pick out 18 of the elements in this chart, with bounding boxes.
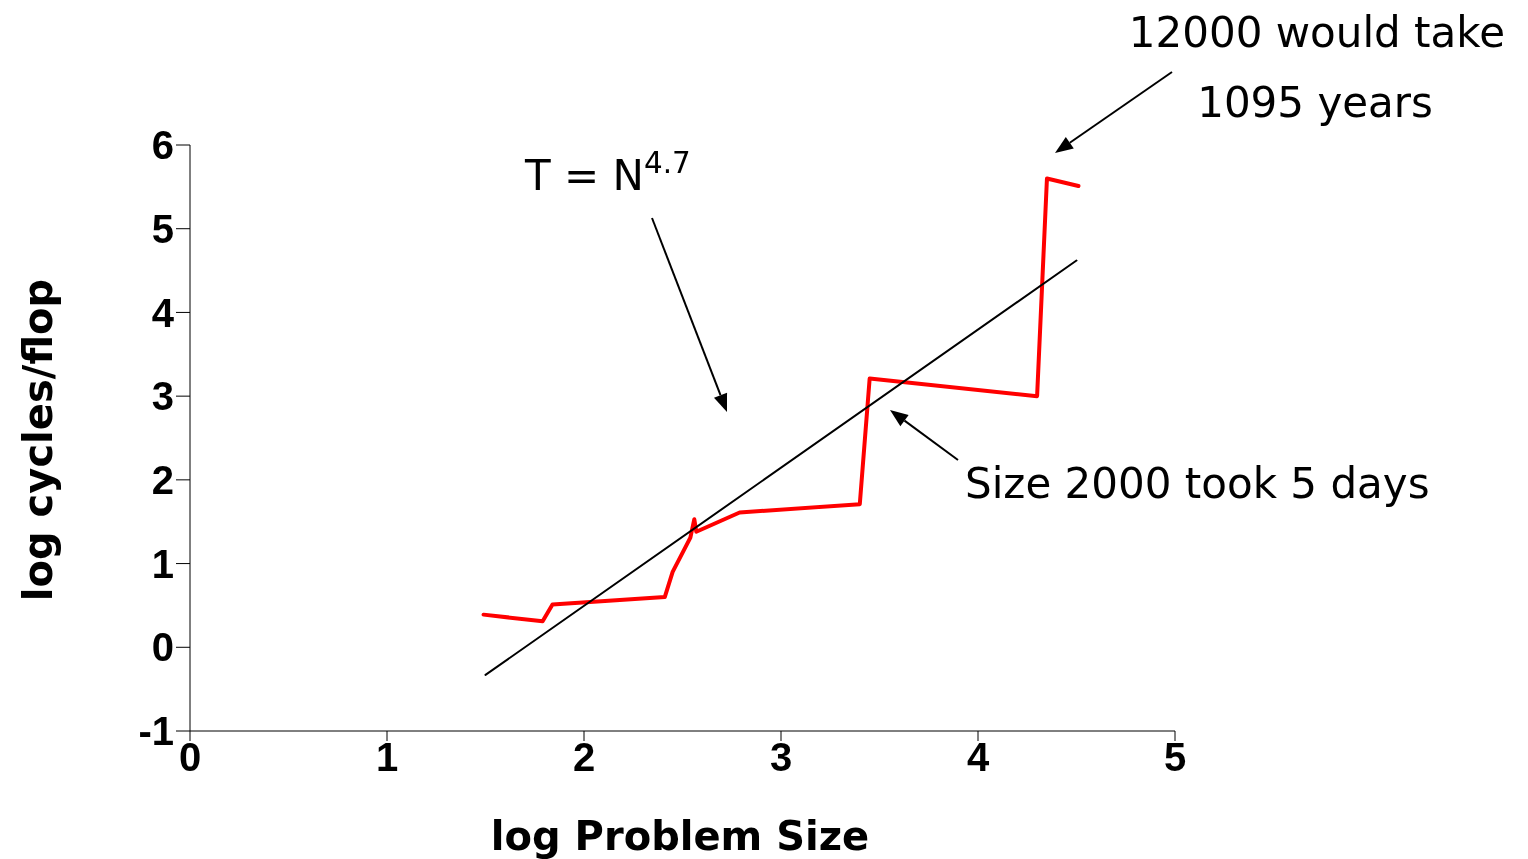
x-tick-label: 2: [572, 735, 596, 780]
annotation: Size 2000 took 5 days: [965, 459, 1430, 508]
y-tick-label: 0: [151, 625, 174, 670]
y-tick-label: 4: [151, 290, 175, 335]
x-tick-label: 1: [375, 735, 399, 780]
y-tick-label: 3: [151, 374, 174, 419]
y-tick-label: 5: [151, 206, 174, 251]
annotation: T = N$^{4.7}$: [524, 146, 691, 200]
y-tick-label: 1: [151, 541, 174, 586]
y-tick-label: 2: [151, 458, 174, 503]
text: 12000 would take 1095 years: [1128, 8, 1505, 127]
y-tick-label: 6: [151, 123, 174, 168]
x-tick-label: 3: [769, 735, 793, 780]
x-tick-label: 4: [966, 735, 990, 780]
x-tick-label: 5: [1163, 735, 1187, 780]
y-axis-title: log cycles/flop: [15, 278, 61, 602]
x-axis-title: log Problem Size: [490, 813, 870, 859]
y-tick-label: -1: [138, 709, 174, 754]
